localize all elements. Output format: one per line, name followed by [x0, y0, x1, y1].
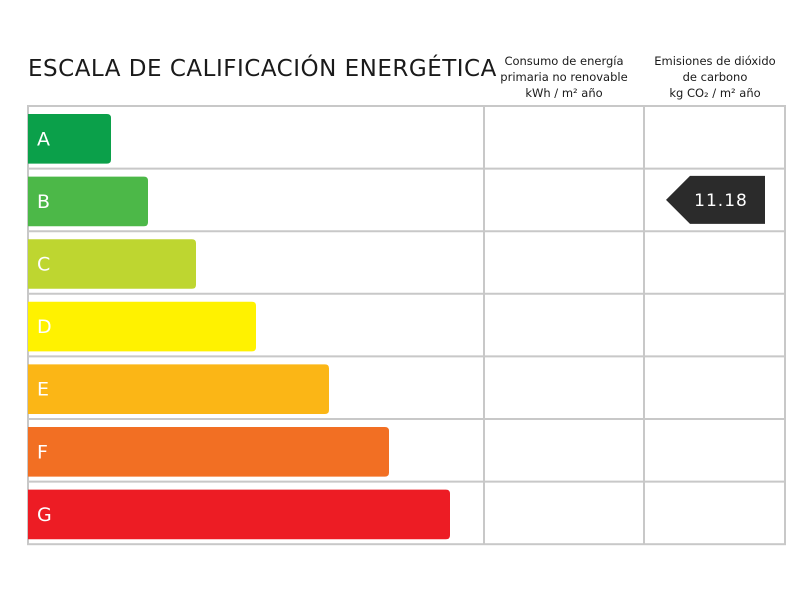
grade-bar: [28, 489, 450, 540]
emissions-value: 11.18: [694, 191, 748, 211]
grade-bar: [28, 364, 329, 414]
grade-letter: E: [37, 379, 49, 401]
grade-letter: F: [37, 441, 48, 463]
grade-bar: [28, 301, 256, 352]
grade-bar: [28, 176, 148, 227]
grade-letter: A: [37, 128, 50, 150]
grade-bar: [28, 427, 389, 477]
column-header: kg CO₂ / m² año: [669, 86, 760, 100]
grade-bar: [28, 114, 111, 164]
title: ESCALA DE CALIFICACIÓN ENERGÉTICA: [28, 54, 497, 82]
grade-bar: [28, 239, 196, 289]
emissions-tag: [666, 175, 765, 224]
column-header: de carbono: [683, 70, 748, 84]
column-header: primaria no renovable: [500, 70, 627, 84]
column-header: kWh / m² año: [525, 86, 602, 100]
grade-letter: D: [37, 316, 52, 338]
grade-letter: G: [37, 504, 52, 526]
column-header: Emisiones de dióxido: [654, 54, 775, 68]
grade-letter: B: [37, 191, 50, 213]
column-header: Consumo de energía: [504, 54, 623, 68]
grade-letter: C: [37, 254, 50, 276]
